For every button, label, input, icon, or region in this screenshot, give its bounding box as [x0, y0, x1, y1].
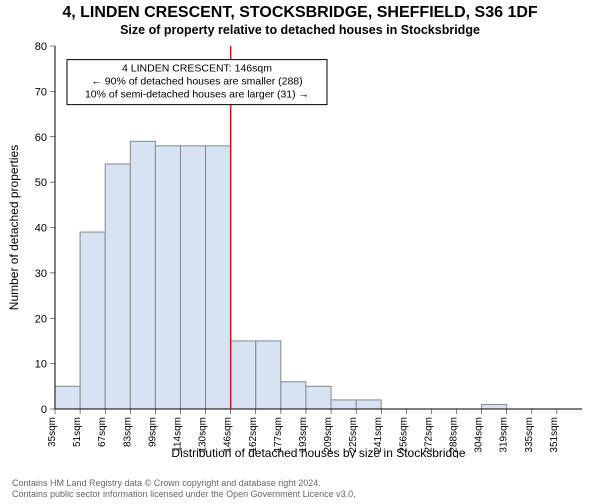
histogram-bar: [180, 146, 205, 409]
footer-attribution: Contains HM Land Registry data © Crown c…: [12, 478, 356, 500]
histogram-bar: [80, 232, 105, 409]
x-tick-label: 99sqm: [147, 417, 158, 447]
footer-line1: Contains HM Land Registry data © Crown c…: [12, 478, 356, 489]
svg-text:40: 40: [35, 223, 47, 235]
histogram-bar: [206, 146, 231, 409]
histogram-bar: [256, 341, 281, 409]
histogram-bar: [105, 164, 130, 409]
x-tick-label: 67sqm: [97, 417, 108, 447]
chart-subtitle: Size of property relative to detached ho…: [0, 23, 600, 37]
x-tick-label: 51sqm: [72, 417, 83, 447]
histogram-bar: [331, 400, 356, 409]
x-tick-label: 304sqm: [474, 417, 485, 453]
x-tick-label: 335sqm: [524, 417, 535, 453]
annotation-line: ← 90% of detached houses are smaller (28…: [91, 76, 302, 88]
x-tick-label: 319sqm: [499, 417, 510, 453]
chart-title-address: 4, LINDEN CRESCENT, STOCKSBRIDGE, SHEFFI…: [0, 4, 600, 22]
svg-text:0: 0: [41, 404, 47, 416]
histogram-chart: 0 10 20 30 40 50 60 70 80 35sqm 51sqm 67sqm 83sqm 99s…: [0, 38, 600, 458]
x-tick-label: 83sqm: [122, 417, 133, 447]
x-tick-label: 351sqm: [549, 417, 560, 453]
annotation-line: 10% of semi-detached houses are larger (…: [85, 89, 309, 101]
histogram-bar: [155, 146, 180, 409]
x-tick-label: 35sqm: [47, 417, 58, 447]
svg-text:70: 70: [35, 86, 47, 98]
footer-line2: Contains public sector information licen…: [12, 489, 356, 500]
histogram-bar: [281, 382, 306, 409]
histogram-bar: [130, 141, 155, 409]
y-axis-label: Number of detached properties: [7, 145, 21, 310]
svg-text:50: 50: [35, 177, 47, 189]
histogram-bar: [482, 404, 507, 409]
svg-text:30: 30: [35, 268, 47, 280]
histogram-bar: [231, 341, 256, 409]
svg-text:10: 10: [35, 359, 47, 371]
annotation-line: 4 LINDEN CRESCENT: 146sqm: [122, 63, 272, 75]
svg-text:20: 20: [35, 313, 47, 325]
svg-text:80: 80: [35, 41, 47, 53]
svg-text:60: 60: [35, 132, 47, 144]
x-axis-label: Distribution of detached houses by size …: [171, 446, 465, 458]
histogram-bar: [356, 400, 381, 409]
histogram-bar: [306, 386, 331, 409]
histogram-bar: [55, 386, 80, 409]
